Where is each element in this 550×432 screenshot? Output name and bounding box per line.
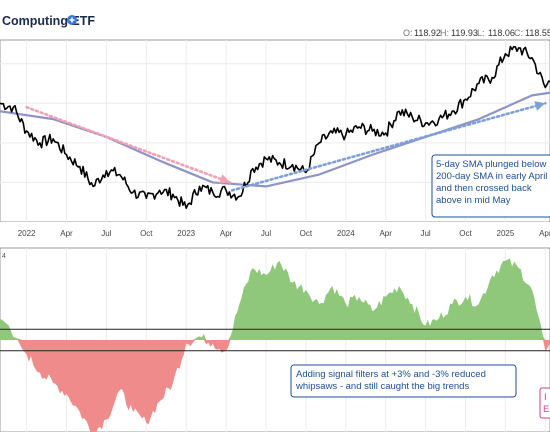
ohlc-close-key: C:: [514, 28, 523, 38]
x-tick-label: 2025: [497, 229, 515, 238]
x-tick-label: 2024: [337, 229, 355, 238]
uptrend-arrow-head: [534, 101, 546, 111]
ohlc-open-key: O:: [403, 28, 413, 38]
date-axis: [0, 222, 550, 248]
x-tick-label: 2022: [18, 229, 36, 238]
uptrend-arrow-shaft: [230, 102, 547, 192]
oscillator-annotation-line-2: whipsaws - and still caught the big tren…: [295, 381, 469, 392]
corner-annotation: I E: [539, 387, 550, 419]
x-axis-ticks: 2022 Apr Jul Oct 2023 Apr Jul Oct 2024 Apr Jul Oct 2…: [18, 229, 550, 238]
oscillator-negative-area: [0, 340, 550, 432]
price-annotation-line-1: 5-day SMA plunged below: [436, 159, 547, 170]
chart-title: Computing ETF: [2, 14, 95, 28]
x-tick-label: Oct: [459, 229, 472, 238]
ohlc-open-value: 118.92: [414, 28, 441, 38]
x-tick-label: Apr: [220, 229, 233, 238]
oscillator-annotation-line-1: Adding signal filters at +3% and -3% red…: [296, 369, 486, 380]
header-bar: [0, 0, 550, 40]
ohlc-close-value: 118.55: [525, 28, 550, 38]
price-annotation-line-3: and then crossed back: [436, 183, 532, 194]
pane-tag: 4: [2, 253, 6, 260]
x-tick-label: Jul: [420, 229, 430, 238]
x-tick-label: Apr: [379, 229, 392, 238]
x-tick-label: Apr: [539, 229, 550, 238]
uptrend-arrow: [230, 101, 547, 192]
price-annotation: 5-day SMA plunged below 200-day SMA in e…: [431, 154, 550, 218]
ohlc-readout: O: 118.92 H: 119.93 L: 118.06 C: 118.55: [403, 28, 550, 38]
oscillator-positive-area: [0, 258, 550, 340]
info-icon[interactable]: [67, 15, 77, 25]
oscillator-annotation: Adding signal filters at +3% and -3% red…: [290, 364, 517, 398]
price-line: [0, 45, 550, 209]
price-annotation-box: [431, 154, 550, 218]
downtrend-arrow-head: [218, 174, 231, 184]
corner-annotation-line-2: E: [543, 404, 549, 415]
oscillator-layer: [0, 258, 550, 432]
ohlc-low-key: L:: [477, 28, 485, 38]
x-tick-label: Apr: [60, 229, 73, 238]
x-tick-label: Jul: [101, 229, 111, 238]
downtrend-arrow-shaft: [25, 105, 232, 184]
ohlc-low-value: 118.06: [488, 28, 515, 38]
price-annotation-line-2: 200-day SMA in early April: [436, 171, 547, 182]
price-layer: [0, 45, 550, 209]
price-annotation-line-4: above in mid May: [436, 195, 511, 206]
x-tick-label: 2023: [177, 229, 195, 238]
corner-annotation-line-1: I: [544, 392, 547, 403]
x-tick-label: Jul: [261, 229, 271, 238]
x-tick-label: Oct: [140, 229, 153, 238]
x-tick-label: Oct: [300, 229, 313, 238]
corner-annotation-box: [539, 387, 550, 419]
oscillator-annotation-box: [290, 364, 517, 398]
downtrend-arrow: [25, 105, 232, 184]
ohlc-high-key: H:: [440, 28, 449, 38]
ohlc-high-value: 119.93: [451, 28, 478, 38]
